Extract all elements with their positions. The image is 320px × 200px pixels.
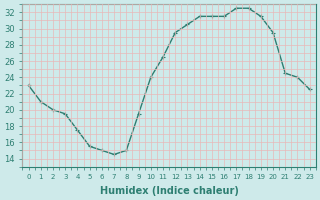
X-axis label: Humidex (Indice chaleur): Humidex (Indice chaleur) (100, 186, 239, 196)
